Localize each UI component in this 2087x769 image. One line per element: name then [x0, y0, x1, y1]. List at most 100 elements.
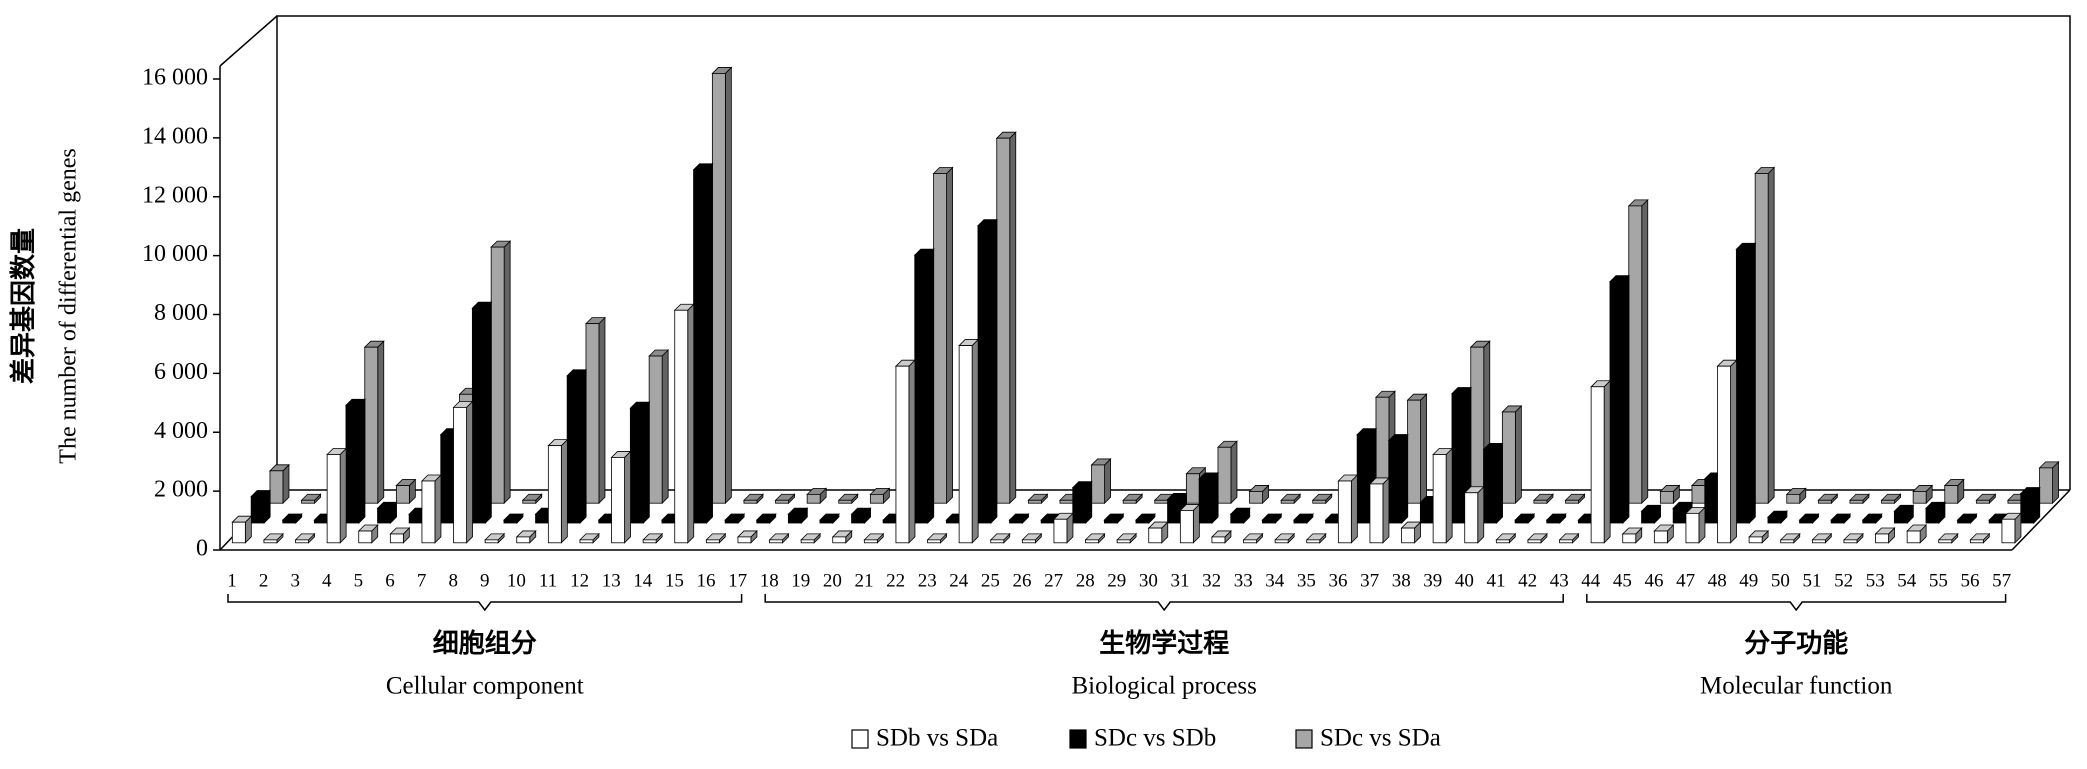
group-label-en: Cellular component [386, 673, 584, 700]
bar-side [560, 438, 568, 544]
x-tick-label: 42 [1518, 570, 1537, 591]
bar [1862, 519, 1877, 524]
x-tick-label: 6 [385, 570, 395, 591]
x-tick-label: 51 [1803, 570, 1822, 591]
x-tick-label: 7 [417, 570, 427, 591]
bar [516, 536, 531, 544]
bar [1464, 492, 1479, 544]
bar [1356, 434, 1371, 524]
y-tick-label: 8 000 [154, 300, 208, 326]
bar [269, 470, 284, 504]
x-tick-label: 3 [290, 570, 300, 591]
x-tick-label: 53 [1866, 570, 1885, 591]
x-tick-label: 49 [1739, 570, 1758, 591]
bar [863, 539, 878, 544]
bar-side [1085, 480, 1093, 524]
x-tick-label: 55 [1929, 570, 1948, 591]
bar [471, 307, 486, 524]
bar [1280, 499, 1295, 504]
bar [674, 309, 689, 544]
bar [1337, 480, 1352, 544]
y-tick-label: 12 000 [142, 182, 208, 208]
bar-side [484, 301, 492, 524]
bar [869, 493, 884, 504]
bar-side [908, 359, 916, 544]
bar-side [377, 340, 385, 505]
x-tick-label: 5 [354, 570, 364, 591]
group-bracket [227, 594, 743, 612]
bar [1811, 539, 1826, 544]
legend-swatch [851, 729, 869, 749]
bar [1148, 527, 1163, 544]
bar [629, 407, 644, 524]
bar [1527, 539, 1542, 544]
group-label-en: Molecular function [1700, 673, 1893, 700]
bar [1185, 473, 1200, 504]
bar-side [687, 303, 695, 544]
bar-side [1104, 457, 1111, 505]
bar-side [971, 338, 979, 544]
x-tick-label: 30 [1139, 570, 1158, 591]
bar [1040, 519, 1055, 524]
x-tick-label: 54 [1897, 570, 1917, 591]
x-tick-label: 24 [949, 570, 969, 591]
bar [1577, 519, 1592, 524]
back-wall [276, 15, 2071, 490]
bar-side [282, 463, 290, 505]
bar-side [1350, 474, 1358, 544]
bar [1495, 539, 1510, 544]
bar [535, 513, 549, 524]
bar [326, 454, 341, 544]
bar-side [1767, 166, 1775, 505]
bar [1925, 507, 1940, 524]
bar [1407, 399, 1421, 504]
bar [1799, 519, 1813, 524]
bar [1059, 499, 1074, 504]
legend-label: SDb vs SDa [876, 725, 998, 752]
bar [1243, 539, 1257, 544]
wall-edge [219, 15, 278, 67]
bar [1432, 454, 1447, 544]
y-tick-label: 6 000 [154, 359, 208, 385]
group-label: 细胞组分 [433, 628, 537, 658]
bar [1735, 248, 1750, 524]
bar [1072, 487, 1087, 524]
bar [1217, 446, 1232, 504]
bar [958, 345, 973, 544]
bar-side [1514, 404, 1522, 505]
bar [851, 513, 865, 524]
bar [775, 499, 789, 504]
x-tick-label: 41 [1487, 570, 1506, 591]
y-tick-label: 4 000 [154, 418, 208, 444]
bar [661, 519, 676, 524]
bar-side [2052, 460, 2059, 505]
x-tick-label: 18 [760, 570, 779, 591]
bar [358, 530, 373, 544]
x-tick-label: 50 [1771, 570, 1790, 591]
y-tick-label: 16 000 [142, 65, 208, 91]
bar [1085, 539, 1099, 544]
bar [1906, 530, 1921, 544]
bar-side [1622, 274, 1630, 524]
bar [927, 539, 941, 544]
bar [1179, 510, 1194, 544]
bar [1325, 519, 1339, 524]
bar-side [1748, 242, 1756, 524]
x-tick-label: 31 [1171, 570, 1190, 591]
x-tick-label: 44 [1581, 570, 1601, 591]
x-tick-label: 34 [1265, 570, 1285, 591]
bar-side [1641, 198, 1649, 505]
bar [1590, 386, 1605, 544]
floor-edge [2011, 489, 2071, 551]
bar-side [1496, 442, 1503, 524]
bar [1912, 491, 1927, 504]
bar [389, 533, 404, 544]
bar [1514, 519, 1529, 524]
bar-side [661, 349, 669, 505]
bar [1167, 499, 1181, 524]
bar [1938, 539, 1953, 544]
x-tick-label: 39 [1423, 570, 1442, 591]
bar [1293, 519, 1308, 524]
x-tick-label: 16 [697, 570, 716, 591]
bar [1881, 499, 1895, 504]
